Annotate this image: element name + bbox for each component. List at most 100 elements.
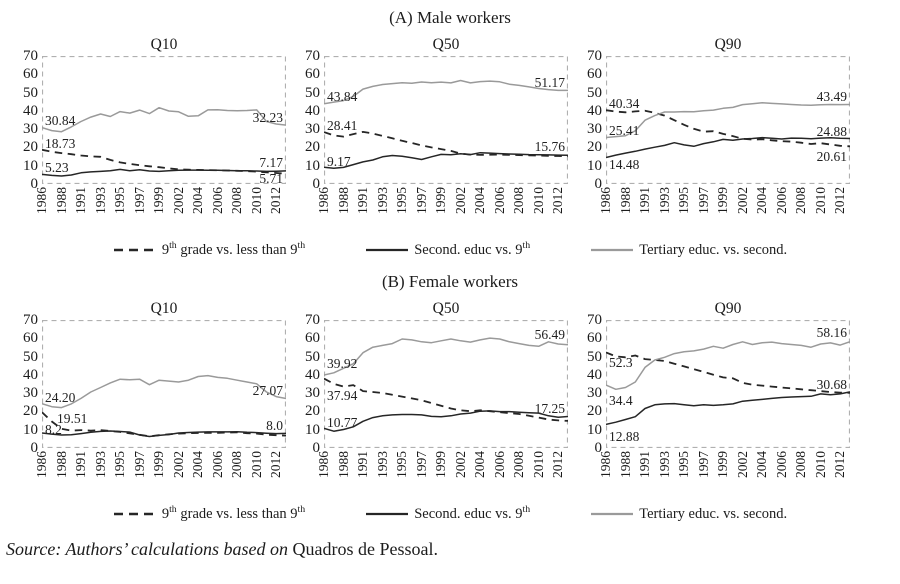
y-tick-50: 50 [587,348,602,365]
x-tick-2006: 2006 [773,187,789,214]
x-tick-1986: 1986 [598,451,613,478]
x-axis-q50-male: 1986 1988 1991 1993 1995 1997 1999 2002 2004 2006… [316,184,568,234]
group-female: (B) Female workers Q10 70 60 50 40 30 20 10 0 24.… [0,272,900,526]
legend-label: 9th grade vs. less than 9th [161,240,306,258]
x-tick-2008: 2008 [793,187,809,214]
y-tick-60: 60 [587,330,602,347]
x-tick-2008: 2008 [229,187,245,214]
legend-item-tertiary-educ-vs-second: Tertiary educ. vs. second. [590,241,787,259]
y-tick-10: 10 [587,157,602,174]
series-second-educ-vs-9th-q90-female [606,391,850,426]
point-label-14-48-q90-male: 14.48 [609,156,640,172]
x-tick-2008: 2008 [511,187,527,214]
plot-area-q10-female: 24.20 19.51 8.2 27.07 8.0 [42,320,286,448]
panel-title-q90-male: Q90 [714,36,742,53]
x-tick-1991: 1991 [73,187,89,214]
x-tick-1997: 1997 [131,451,147,478]
x-tick-1995: 1995 [676,451,692,478]
point-label-32-23-q10-male: 32.23 [252,110,283,126]
x-tick-2006: 2006 [491,187,507,214]
x-tick-1991: 1991 [637,451,653,478]
x-tick-1991: 1991 [73,451,89,478]
y-tick-40: 40 [23,102,38,119]
x-tick-2002: 2002 [170,187,186,214]
series-tertiary-educ-vs-second-q50-male [324,79,568,105]
y-tick-20: 20 [587,403,602,420]
x-tick-2006: 2006 [209,187,225,214]
plot-border-q10-female [42,320,286,448]
y-axis-q90-female: 70 60 50 40 30 20 10 0 [578,312,606,456]
y-tick-50: 50 [23,84,38,101]
x-tick-2010: 2010 [530,451,546,478]
x-tick-1988: 1988 [335,451,351,478]
series-9th-grade-vs-less-than-9th-q50-male [324,131,568,158]
x-tick-2004: 2004 [472,187,488,214]
point-label-51-17-q50-male: 51.17 [534,74,565,90]
x-axis-q10-female: 1986 1988 1991 1993 1995 1997 1999 2002 2004 2006… [34,448,286,498]
y-tick-20: 20 [23,139,38,156]
plot-row-q10-male: 70 60 50 40 30 20 10 0 30.84 18.73 5.23 32.23 7.17 5.… [14,48,286,192]
y-tick-30: 30 [23,385,38,402]
x-tick-2006: 2006 [491,451,507,478]
legend-label: Second. educ vs. 9th [414,504,531,522]
source-note-italic: Source: Authors’ calculations based on [6,539,288,559]
group-male: (A) Male workers Q10 70 60 50 40 30 20 10 0 30.84… [0,8,900,262]
series-tertiary-educ-vs-second-q10-male [42,106,286,133]
legend-female: 9th grade vs. less than 9th Second. educ … [0,502,900,526]
x-tick-1988: 1988 [53,187,69,214]
series-tertiary-educ-vs-second-q90-male [606,102,850,139]
plot-svg-q10-female [42,320,286,448]
x-tick-1993: 1993 [374,187,390,214]
y-tick-30: 30 [23,121,38,138]
x-tick-2012: 2012 [832,451,848,478]
x-tick-1999: 1999 [433,187,449,214]
y-tick-20: 20 [587,139,602,156]
legend-label: Tertiary educ. vs. second. [639,506,788,522]
x-tick-1993: 1993 [92,451,108,478]
x-tick-2010: 2010 [812,451,828,478]
x-tick-1991: 1991 [355,451,371,478]
panel-title-q50-male: Q50 [432,36,460,53]
x-tick-2004: 2004 [190,187,206,214]
legend-solid-line-sample [366,512,409,516]
x-tick-2004: 2004 [754,451,770,478]
point-label-17-25-q50-female: 17.25 [534,400,565,416]
y-tick-10: 10 [305,157,320,174]
y-tick-40: 40 [305,366,320,383]
x-tick-1993: 1993 [656,187,672,214]
y-tick-0: 0 [30,176,39,192]
series-9th-grade-vs-less-than-9th-q10-male [42,148,286,175]
legend-item-tertiary-educ-vs-second: Tertiary educ. vs. second. [590,505,787,523]
plot-border-q90-male [606,56,850,184]
point-label-56-49-q50-female: 56.49 [534,326,565,342]
y-tick-40: 40 [587,366,602,383]
point-label-25-41-q90-male: 25.41 [609,122,640,138]
y-tick-40: 40 [587,102,602,119]
x-tick-1991: 1991 [637,187,653,214]
x-tick-2010: 2010 [248,187,264,214]
legend-dashed-line-sample [113,248,156,252]
x-tick-1988: 1988 [53,451,69,478]
point-label-43-49-q90-male: 43.49 [816,89,847,105]
x-axis-q90-female: 1986 1988 1991 1993 1995 1997 1999 2002 2004 2006… [598,448,850,498]
y-axis-q50-male: 70 60 50 40 30 20 10 0 [296,48,324,192]
point-label-8-0-q10-female: 8.0 [266,418,283,434]
legend-item-second-educ-vs-9th: Second. educ vs. 9th [365,241,530,259]
y-tick-10: 10 [23,421,38,438]
panel-title-q90-female: Q90 [714,300,742,317]
point-label-52-3-q90-female: 52.3 [609,354,633,370]
x-tick-1991: 1991 [355,187,371,214]
point-label-39-92-q50-female: 39.92 [327,355,358,371]
group-female-panels: Q10 70 60 50 40 30 20 10 0 24.20 19.51 8.2 27.07 8.0 1… [0,300,900,498]
point-label-40-34-q90-male: 40.34 [609,96,640,112]
series-second-educ-vs-9th-q50-female [324,410,568,432]
x-tick-2010: 2010 [812,187,828,214]
x-tick-1993: 1993 [92,187,108,214]
plot-area-q50-female: 39.92 37.94 10.77 56.49 17.25 [324,320,568,448]
panel-q90-male: Q90 70 60 50 40 30 20 10 0 40.34 25.41 14.48 43.49 24… [578,36,850,234]
legend-item-second-educ-vs-9th: Second. educ vs. 9th [365,505,530,523]
y-tick-0: 0 [312,440,321,456]
y-tick-70: 70 [23,48,38,64]
legend-label: Tertiary educ. vs. second. [639,242,788,258]
point-label-20-61-q90-male: 20.61 [816,149,847,165]
